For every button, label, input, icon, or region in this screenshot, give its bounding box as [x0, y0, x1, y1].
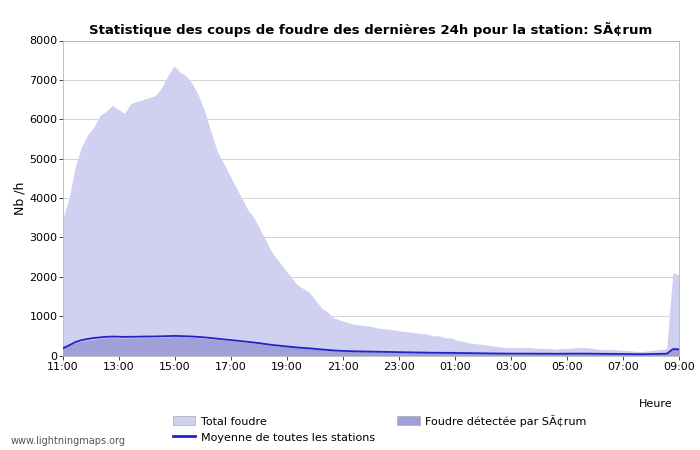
Y-axis label: Nb /h: Nb /h — [13, 181, 27, 215]
Legend: Total foudre, Moyenne de toutes les stations, Foudre détectée par SÃ¢rum: Total foudre, Moyenne de toutes les stat… — [174, 414, 587, 442]
Text: Heure: Heure — [638, 399, 672, 409]
Text: www.lightningmaps.org: www.lightningmaps.org — [10, 436, 125, 446]
Title: Statistique des coups de foudre des dernières 24h pour la station: SÃ¢rum: Statistique des coups de foudre des dern… — [90, 22, 652, 36]
